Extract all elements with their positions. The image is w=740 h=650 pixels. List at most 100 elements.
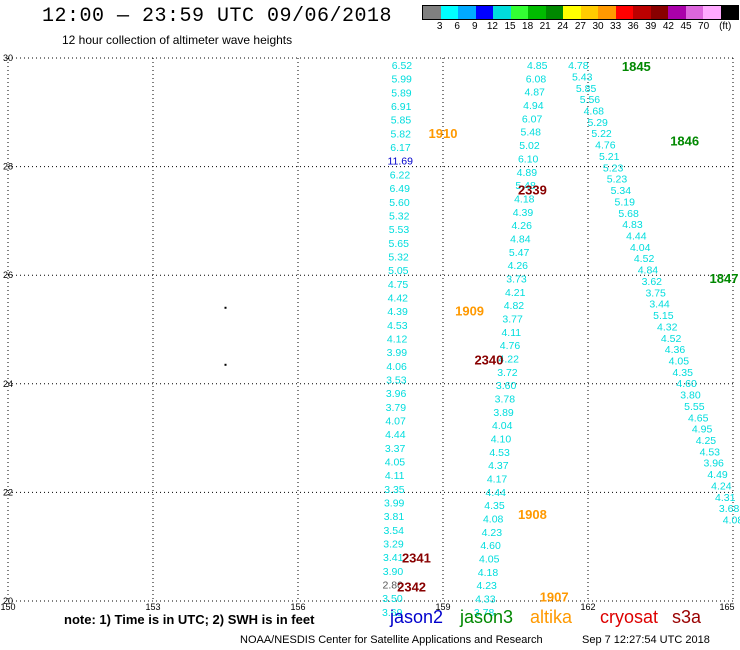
wave-height-value: 4.26: [508, 260, 529, 272]
wave-height-value: 3.53: [386, 374, 407, 386]
legend-tick-label: (ft): [719, 21, 732, 32]
wave-height-value: 4.11: [501, 327, 521, 339]
color-swatch-5: [510, 6, 528, 19]
wave-height-value: 4.33: [475, 594, 496, 606]
wave-height-value: 5.56: [580, 94, 601, 106]
wave-height-value: 5.68: [618, 208, 639, 220]
pass-time-label: 1910: [429, 126, 458, 141]
wave-height-value: 6.17: [390, 142, 411, 154]
wave-height-value: 3.50: [382, 593, 403, 605]
x-tick-label: 162: [580, 602, 595, 612]
y-tick-label: 20: [3, 596, 13, 606]
pass-time-label: 1846: [670, 134, 699, 149]
wave-height-value: 4.44: [626, 230, 647, 242]
color-scale-bar: [422, 5, 739, 20]
pass-time-label: 1845: [622, 59, 651, 74]
wave-height-value: 3.99: [387, 347, 408, 359]
wave-height-value: 4.60: [676, 378, 697, 390]
mission-label-altika: altika: [530, 607, 573, 627]
y-tick-label: 24: [3, 379, 13, 389]
wave-height-value: 3.73: [506, 273, 527, 285]
x-tick-label: 159: [435, 602, 450, 612]
pass-time-label: 1847: [710, 271, 739, 286]
wave-height-value: 5.53: [389, 224, 410, 236]
wave-height-value: 3.35: [384, 484, 405, 496]
y-tick-label: 28: [3, 162, 13, 172]
wave-height-value: 4.22: [499, 353, 520, 365]
color-swatch-11: [615, 6, 633, 19]
wave-height-value: 5.85: [391, 115, 412, 127]
wave-height-value: 5.43: [572, 71, 593, 83]
wave-height-value: 6.10: [518, 153, 539, 165]
mission-label-jason3: jason3: [460, 607, 514, 627]
wave-height-value: 4.39: [387, 306, 408, 318]
legend-tick-label: 15: [504, 21, 516, 32]
wave-height-value: 5.48: [515, 180, 536, 192]
pass-time-label: 2340: [474, 352, 503, 367]
color-scale-legend: 3 6 9 12 15 18 21 24 27 30 33 36 39 42 45 70 (ft): [422, 5, 739, 32]
color-swatch-3: [475, 6, 493, 19]
wave-height-value: 4.04: [492, 420, 513, 432]
wave-height-value: 4.60: [480, 540, 501, 552]
wave-height-value: 4.53: [387, 320, 408, 332]
wave-height-value: 4.11: [385, 470, 405, 482]
wave-height-value: 4.89: [517, 167, 538, 179]
wave-height-value: 6.52: [392, 60, 413, 72]
color-swatch-7: [545, 6, 563, 19]
wave-height-value: 4.53: [700, 446, 721, 458]
wave-height-value: 5.23: [603, 162, 624, 174]
wave-height-value: 4.49: [707, 469, 728, 481]
wave-height-value: 4.05: [385, 456, 406, 468]
wave-height-value: 4.52: [634, 253, 655, 265]
wave-height-value: 4.10: [491, 433, 512, 445]
wave-height-value: 3.89: [493, 407, 514, 419]
x-tick-label: 153: [145, 602, 160, 612]
legend-tick-label: 36: [627, 21, 639, 32]
wave-height-value: 5.85: [576, 83, 597, 95]
wave-height-value: 4.26: [511, 220, 532, 232]
legend-tick-label: 27: [574, 21, 586, 32]
wave-height-value: 5.23: [607, 174, 628, 186]
pass-time-label: 1909: [455, 303, 484, 318]
wave-height-value: 5.19: [615, 196, 636, 208]
legend-tick-label: 45: [680, 21, 692, 32]
wave-height-value: 4.07: [385, 415, 406, 427]
legend-tick-label: 21: [539, 21, 551, 32]
wave-height-value: 5.05: [388, 265, 409, 277]
wave-height-value: 4.23: [476, 580, 497, 592]
color-swatch-12: [633, 6, 651, 19]
wave-height-value: 4.76: [500, 340, 521, 352]
wave-height-value: 4.06: [386, 361, 407, 373]
wave-height-value: 4.95: [692, 424, 713, 436]
wave-height-value: 4.83: [622, 219, 643, 231]
wave-height-value: 4.18: [478, 567, 499, 579]
wave-height-value: 3.78: [495, 393, 516, 405]
page-subtitle: 12 hour collection of altimeter wave hei…: [62, 33, 293, 47]
wave-height-value: 3.75: [645, 287, 666, 299]
wave-height-value: 3.29: [383, 539, 404, 551]
pass-time-label: 1907: [540, 590, 569, 605]
wave-height-value: 3.37: [385, 443, 406, 455]
wave-height-value: 5.99: [391, 74, 412, 86]
wave-height-value: 4.17: [487, 473, 508, 485]
wave-height-value: 4.31: [715, 492, 736, 504]
legend-tick-label: 30: [592, 21, 604, 32]
wave-height-value: 3.41: [383, 552, 404, 564]
wave-height-value: 4.37: [488, 460, 509, 472]
wave-height-value: 5.60: [389, 197, 410, 209]
pass-time-label: 1908: [518, 507, 547, 522]
wave-height-value: 5.48: [521, 127, 542, 139]
wave-height-value: 4.87: [524, 87, 545, 99]
wave-height-value: 3.77: [502, 313, 523, 325]
wave-height-value: 4.23: [482, 527, 503, 539]
mission-label-s3a: s3a: [672, 607, 702, 627]
wave-height-value: 4.85: [527, 60, 548, 72]
legend-tick-label: 3: [436, 21, 443, 32]
wave-height-value: 5.22: [591, 128, 612, 140]
wave-height-value: 4.75: [388, 279, 409, 291]
wave-height-value: 4.84: [510, 233, 531, 245]
color-swatch-17: [720, 6, 738, 19]
legend-tick-label: 6: [454, 21, 460, 32]
color-swatch-9: [580, 6, 598, 19]
